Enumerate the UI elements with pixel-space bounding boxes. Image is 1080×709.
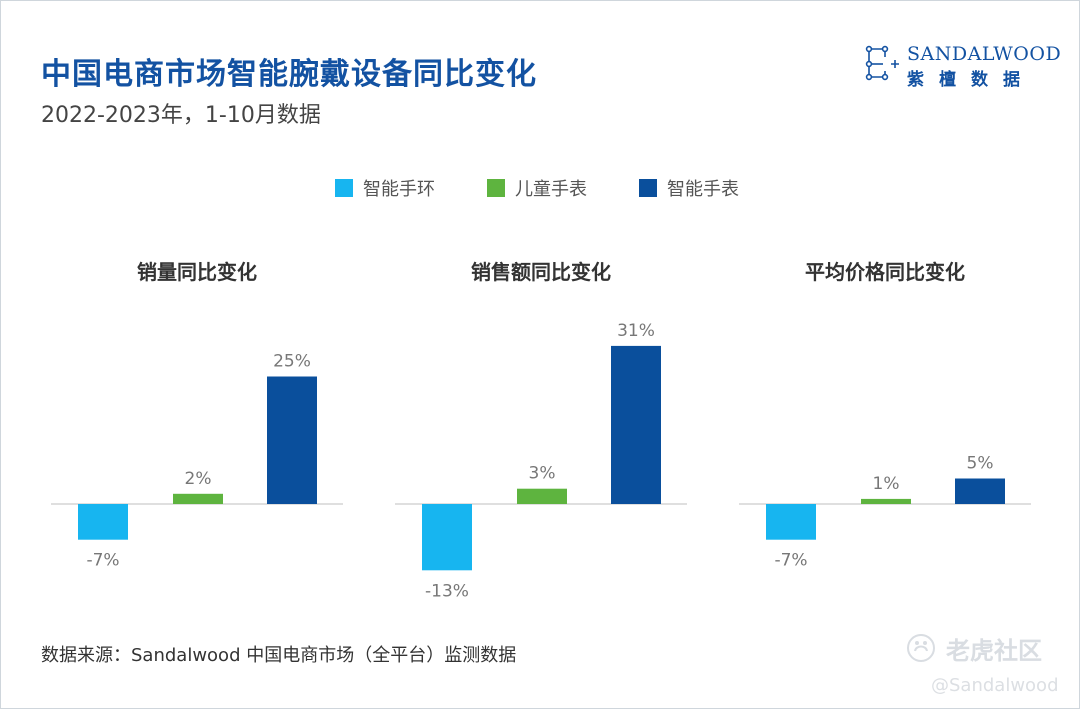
bar-price-kids-watch: [861, 498, 911, 504]
data-label-volume-bracelet: -7%: [86, 551, 119, 571]
panel-title-revenue: 销售额同比变化: [471, 260, 611, 284]
source-note: 数据来源：Sandalwood 中国电商市场（全平台）监测数据: [41, 645, 517, 666]
page-title: 中国电商市场智能腕戴设备同比变化: [41, 57, 537, 92]
watermark-handle: @Sandalwood: [931, 675, 1059, 696]
legend-label-smartwatch: 智能手表: [667, 179, 739, 200]
legend-item-bracelet: 智能手环: [335, 175, 435, 201]
bar-price-bracelet: [766, 504, 816, 540]
legend-item-smartwatch: 智能手表: [639, 175, 739, 201]
watermark-text: 老虎社区: [946, 636, 1042, 665]
watermark: 老虎社区: [906, 631, 1066, 665]
data-label-volume-smartwatch: 25%: [273, 352, 311, 372]
data-label-price-smartwatch: 5%: [967, 454, 994, 474]
logo-text-en: SANDALWOOD: [907, 43, 1062, 65]
panel-title-volume: 销量同比变化: [137, 260, 257, 284]
paw-icon: [907, 634, 935, 662]
data-label-price-bracelet: -7%: [774, 551, 807, 571]
legend-swatch-smartwatch: [639, 179, 657, 197]
legend: 智能手环 儿童手表 智能手表: [1, 175, 1079, 201]
bar-revenue-kids-watch: [517, 488, 567, 504]
bar-volume-smartwatch: [267, 376, 317, 504]
logo-mark-icon: [865, 45, 899, 81]
data-label-revenue-smartwatch: 31%: [617, 321, 655, 341]
data-label-revenue-kids-watch: 3%: [529, 464, 556, 484]
data-label-price-kids-watch: 1%: [873, 474, 900, 494]
page-subtitle: 2022-2023年，1-10月数据: [41, 103, 321, 128]
legend-label-kids-watch: 儿童手表: [515, 179, 587, 200]
legend-swatch-kids-watch: [487, 179, 505, 197]
bar-volume-bracelet: [78, 504, 128, 540]
bar-revenue-bracelet: [422, 504, 472, 571]
panel-title-price: 平均价格同比变化: [805, 260, 965, 284]
legend-label-bracelet: 智能手环: [363, 179, 435, 200]
legend-swatch-bracelet: [335, 179, 353, 197]
data-label-revenue-bracelet: -13%: [425, 581, 469, 601]
logo-text-cn: 紫檀数据: [907, 70, 1035, 90]
sandalwood-logo: SANDALWOOD 紫檀数据: [861, 43, 1061, 90]
legend-item-kids-watch: 儿童手表: [487, 175, 587, 201]
bar-volume-kids-watch: [173, 493, 223, 504]
data-label-volume-kids-watch: 2%: [185, 469, 212, 489]
bar-revenue-smartwatch: [611, 345, 661, 504]
bar-price-smartwatch: [955, 478, 1005, 504]
